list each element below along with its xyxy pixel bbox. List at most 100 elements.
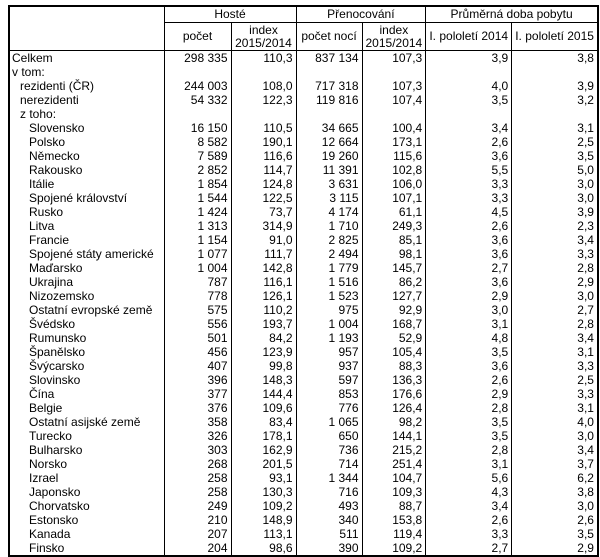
table-row: Itálie 1 854 124,8 3 631 106,0 3,3 3,0 [8, 177, 599, 191]
guests-count: 575 [163, 303, 232, 317]
stay-2015: 3,0 [511, 429, 599, 443]
stay-2014: 2,9 [425, 387, 513, 401]
guests-index: 201,5 [230, 457, 297, 471]
nights-index: 251,4 [361, 457, 427, 471]
table-row: Izrael 258 93,1 1 344 104,7 5,6 6,2 [8, 471, 599, 485]
stay-2014: 3,6 [425, 275, 513, 289]
row-label: Německo [8, 149, 165, 163]
guests-index: 130,3 [230, 485, 297, 499]
row-label: Polsko [8, 135, 165, 149]
nights-count: 1 523 [295, 289, 363, 303]
guests-count: 210 [163, 513, 232, 527]
guests-count: 1 154 [163, 233, 232, 247]
guests-count: 407 [163, 359, 232, 373]
row-label: Ukrajina [8, 275, 165, 289]
guests-count: 7 589 [163, 149, 232, 163]
table-row: Rakousko 2 852 114,7 11 391 102,8 5,5 5,0 [8, 163, 599, 177]
nights-count: 736 [295, 443, 363, 457]
stay-2014: 3,6 [425, 359, 513, 373]
row-label: Kanada [8, 527, 165, 541]
stay-2015 [511, 65, 599, 79]
header-nights-index: index 2015/2014 [361, 22, 427, 51]
guests-count: 249 [163, 499, 232, 513]
guests-index: 126,1 [230, 289, 297, 303]
guests-count [163, 65, 232, 79]
stay-2015: 2,5 [511, 135, 599, 149]
stay-2014: 3,5 [425, 93, 513, 107]
row-label: Norsko [8, 457, 165, 471]
table-row: Slovensko 16 150 110,5 34 665 100,4 3,4 3,1 [8, 121, 599, 135]
guests-index: 99,8 [230, 359, 297, 373]
table-row: Slovinsko 396 148,3 597 136,3 2,6 2,5 [8, 373, 599, 387]
guests-index: 109,2 [230, 499, 297, 513]
stay-2015: 2,7 [511, 303, 599, 317]
table-row: Švédsko 556 193,7 1 004 168,7 3,1 2,8 [8, 317, 599, 331]
header-stay-2015: I. pololetí 2015 [511, 22, 599, 51]
row-label: Čína [8, 387, 165, 401]
guests-count: 778 [163, 289, 232, 303]
stay-2014: 3,1 [425, 317, 513, 331]
row-label: Itálie [8, 177, 165, 191]
guests-index: 122,5 [230, 191, 297, 205]
nights-count: 34 665 [295, 121, 363, 135]
guests-index: 123,9 [230, 345, 297, 359]
nights-index: 98,2 [361, 415, 427, 429]
table-row: Ukrajina 787 116,1 1 516 86,2 3,6 2,9 [8, 275, 599, 289]
nights-index: 98,1 [361, 247, 427, 261]
guests-index: 113,1 [230, 527, 297, 541]
guests-count: 303 [163, 443, 232, 457]
row-label: Celkem [8, 50, 165, 65]
row-label: Slovinsko [8, 373, 165, 387]
stay-2015: 2,9 [511, 541, 599, 556]
guests-count: 456 [163, 345, 232, 359]
guests-index: 162,9 [230, 443, 297, 457]
stay-2015: 3,5 [511, 149, 599, 163]
guests-count: 54 332 [163, 93, 232, 107]
stay-2015: 3,1 [511, 121, 599, 135]
guests-count: 8 582 [163, 135, 232, 149]
nights-count: 717 318 [295, 79, 363, 93]
guests-index: 114,7 [230, 163, 297, 177]
nights-index: 115,6 [361, 149, 427, 163]
nights-index: 136,3 [361, 373, 427, 387]
table-row: z toho: [8, 107, 599, 121]
nights-index: 85,1 [361, 233, 427, 247]
table-row: Finsko 204 98,6 390 109,2 2,7 2,9 [8, 541, 599, 556]
row-label: Bulharsko [8, 443, 165, 457]
guests-index: 122,3 [230, 93, 297, 107]
table-row: Celkem 298 335 110,3 837 134 107,3 3,9 3,8 [8, 50, 599, 65]
table-row: Španělsko 456 123,9 957 105,4 3,5 3,1 [8, 345, 599, 359]
stay-2014: 5,6 [425, 471, 513, 485]
stay-2014: 3,5 [425, 429, 513, 443]
row-label: Rusko [8, 205, 165, 219]
table-row: rezidenti (ČR) 244 003 108,0 717 318 107,3 4,… [8, 79, 599, 93]
stay-2015: 3,5 [511, 527, 599, 541]
nights-index: 109,3 [361, 485, 427, 499]
stay-2015: 3,1 [511, 401, 599, 415]
stay-2015: 3,0 [511, 177, 599, 191]
nights-index: 126,4 [361, 401, 427, 415]
nights-count: 1 193 [295, 331, 363, 345]
guests-index: 108,0 [230, 79, 297, 93]
nights-count [295, 107, 363, 121]
header-average-stay: Průměrná doba pobytu [425, 5, 599, 23]
row-label: Turecko [8, 429, 165, 443]
header-guests: Hosté [163, 5, 297, 23]
stay-2015: 3,8 [511, 50, 599, 65]
nights-index [361, 65, 427, 79]
nights-count: 714 [295, 457, 363, 471]
table-row: Nizozemsko 778 126,1 1 523 127,7 2,9 3,0 [8, 289, 599, 303]
guests-index [230, 107, 297, 121]
nights-index [361, 107, 427, 121]
guests-count: 2 852 [163, 163, 232, 177]
guests-count: 1 854 [163, 177, 232, 191]
row-label: Finsko [8, 541, 165, 556]
nights-count: 493 [295, 499, 363, 513]
nights-count: 937 [295, 359, 363, 373]
nights-count: 3 631 [295, 177, 363, 191]
table-row: v tom: [8, 65, 599, 79]
nights-index: 86,2 [361, 275, 427, 289]
stay-2014: 3,3 [425, 177, 513, 191]
nights-index: 105,4 [361, 345, 427, 359]
table-row: nerezidenti 54 332 122,3 119 816 107,4 3,5 3,2 [8, 93, 599, 107]
